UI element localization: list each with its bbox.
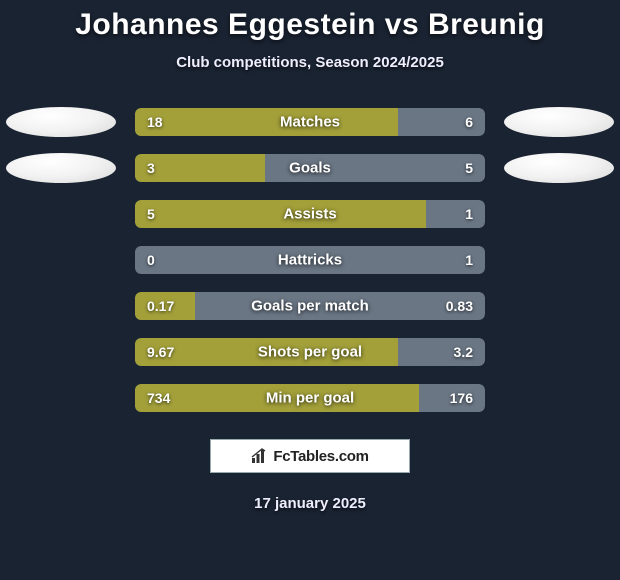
player-oval-right (504, 153, 614, 183)
stat-label: Min per goal (266, 390, 354, 407)
stat-bar: 0 Hattricks 1 (135, 246, 485, 274)
stat-value-right: 1 (465, 206, 473, 222)
bar-left-fill (135, 108, 398, 136)
stat-label: Matches (280, 114, 340, 131)
stat-row: 3 Goals 5 (0, 145, 620, 191)
stat-row: 18 Matches 6 (0, 99, 620, 145)
stat-row: 734 Min per goal 176 (0, 375, 620, 421)
stat-bar: 18 Matches 6 (135, 108, 485, 136)
date-label: 17 january 2025 (0, 495, 620, 512)
player-oval-left (6, 153, 116, 183)
page-title: Johannes Eggestein vs Breunig (0, 8, 620, 42)
stat-label: Assists (283, 206, 336, 223)
stat-row: 5 Assists 1 (0, 191, 620, 237)
brand-text: FcTables.com (273, 448, 368, 465)
stat-label: Goals (289, 160, 331, 177)
player-oval-left (6, 107, 116, 137)
stat-bar: 3 Goals 5 (135, 154, 485, 182)
stat-value-left: 0.17 (147, 298, 174, 314)
stat-value-left: 0 (147, 252, 155, 268)
stat-value-right: 1 (465, 252, 473, 268)
stat-value-right: 3.2 (454, 344, 473, 360)
stat-bar: 0.17 Goals per match 0.83 (135, 292, 485, 320)
comparison-card: Johannes Eggestein vs Breunig Club compe… (0, 0, 620, 580)
stat-row: 9.67 Shots per goal 3.2 (0, 329, 620, 375)
stats-list: 18 Matches 6 3 Goals 5 5 Assists (0, 99, 620, 421)
stat-value-left: 9.67 (147, 344, 174, 360)
bar-left-fill (135, 200, 426, 228)
stat-row: 0 Hattricks 1 (0, 237, 620, 283)
stat-label: Shots per goal (258, 344, 362, 361)
stat-value-left: 18 (147, 114, 163, 130)
stat-label: Goals per match (251, 298, 369, 315)
stat-value-left: 734 (147, 390, 170, 406)
stat-value-right: 0.83 (446, 298, 473, 314)
stat-value-right: 6 (465, 114, 473, 130)
stat-bar: 9.67 Shots per goal 3.2 (135, 338, 485, 366)
bar-chart-icon (251, 447, 269, 465)
stat-value-left: 5 (147, 206, 155, 222)
stat-row: 0.17 Goals per match 0.83 (0, 283, 620, 329)
player-oval-right (504, 107, 614, 137)
stat-value-left: 3 (147, 160, 155, 176)
stat-value-right: 176 (450, 390, 473, 406)
stat-bar: 5 Assists 1 (135, 200, 485, 228)
brand-logo[interactable]: FcTables.com (210, 439, 410, 473)
stat-value-right: 5 (465, 160, 473, 176)
subtitle: Club competitions, Season 2024/2025 (0, 54, 620, 71)
stat-label: Hattricks (278, 252, 342, 269)
stat-bar: 734 Min per goal 176 (135, 384, 485, 412)
